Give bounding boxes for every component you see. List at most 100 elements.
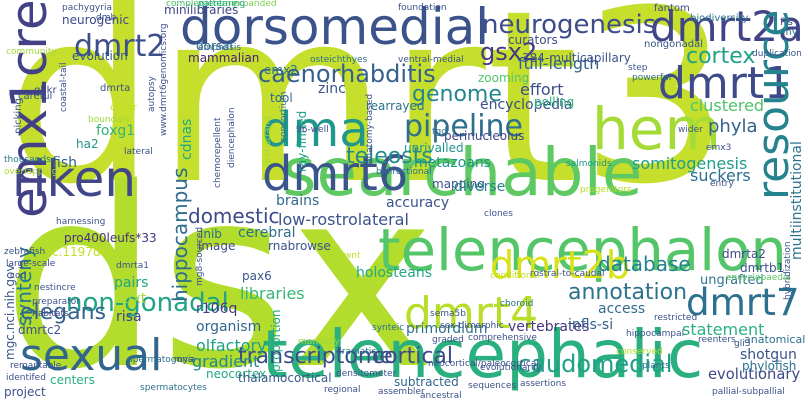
cloud-word: nongonadal [644, 39, 703, 50]
cloud-word: phyla [708, 116, 758, 137]
cloud-word: risa [116, 309, 142, 325]
cloud-word: r106q [196, 301, 238, 317]
cloud-word: cortex [686, 44, 756, 69]
cloud-word: cycler [110, 103, 137, 113]
cloud-word: dmrt3 [5, 0, 731, 237]
cloud-word: c.1197del [52, 245, 112, 259]
cloud-word: fish [52, 155, 77, 171]
cloud-word: large-scale [6, 259, 56, 269]
cloud-word: full-length [518, 54, 600, 73]
cloud-word: choroid [500, 299, 534, 309]
cloud-word: project [4, 385, 46, 399]
cloud-word: preparator [32, 297, 80, 307]
cloud-word: ray-finned [295, 110, 309, 172]
cloud-word: hippocampus [168, 167, 192, 302]
cloud-word: database [598, 252, 691, 276]
cloud-word: overlapping [4, 167, 58, 177]
cloud-word: dma [262, 102, 369, 158]
cloud-word: zooming [478, 71, 530, 85]
cloud-word: first-strand [263, 116, 273, 166]
cloud-word: somitogenesis [632, 154, 748, 173]
cloud-word: ungrafted [700, 273, 764, 288]
cloud-word: ha2 [76, 137, 99, 151]
cloud-word: synteic [372, 323, 405, 333]
cloud-word: emphasis [198, 43, 242, 53]
cloud-word: pipeline [404, 109, 524, 144]
cloud-word: transcriptome [238, 344, 393, 369]
cloud-word: lateral [124, 147, 153, 157]
cloud-word: hybridization [783, 241, 793, 300]
cloud-word: primordium [406, 321, 488, 337]
cloud-word: densitometer [336, 369, 397, 379]
cloud-word: curators [508, 33, 558, 47]
cloud-word: encyclopedia [480, 97, 573, 113]
cloud-word: consortium [279, 91, 289, 142]
cloud-word: brains [276, 193, 320, 209]
cloud-word: image [198, 239, 236, 253]
cloud-word: gli3 [734, 339, 751, 349]
cloud-word: gsx2 [480, 38, 538, 66]
cloud-word: genome [412, 82, 502, 107]
cloud-word: emx2 [264, 63, 298, 77]
cloud-word: ventral-medial [398, 55, 464, 65]
cloud-word: dmrt7 [686, 280, 800, 324]
cloud-word: ancestral [420, 391, 462, 401]
cloud-word: tool [270, 91, 293, 105]
cloud-word: riken [12, 150, 137, 208]
cloud-word: neocortical/paleocortical [428, 359, 539, 369]
cloud-word: domestic [188, 204, 280, 228]
cloud-word: dmrt2 [74, 29, 166, 64]
cloud-word: vertebrates [508, 319, 590, 335]
cloud-word: frs [780, 17, 793, 28]
cloud-word: conditional [490, 271, 540, 281]
cloud-word: low-rostrolateral [278, 210, 409, 229]
cloud-word: neurogenesis [482, 10, 657, 40]
cloud-word: mapping [432, 177, 485, 191]
cloud-word: osteichthyes [310, 55, 368, 65]
cloud-word: dmrt6 [262, 146, 409, 202]
cloud-word: dmrt2b [490, 243, 630, 287]
cloud-word: remarkable [10, 361, 62, 371]
cloud-word: neocortex [206, 367, 267, 381]
cloud-word: ghkr [34, 85, 57, 96]
cloud-word: cod [10, 271, 27, 281]
cloud-word: conserved [616, 347, 663, 357]
cloud-word: suckers [690, 166, 751, 185]
cloud-word: non-gonadal [66, 288, 229, 318]
cloud-word: shotgun [740, 347, 797, 363]
cloud-word: pachygyria [62, 3, 112, 13]
cloud-word: infls-si [568, 317, 614, 333]
cloud-word: chemorepellent [213, 117, 223, 188]
cloud-word: diverse [454, 179, 506, 195]
cloud-word: statement [682, 320, 765, 339]
cloud-word: dmrta1 [116, 261, 149, 271]
cloud-word: dmrtb1 [740, 261, 785, 275]
cloud-word: telencephalon [378, 217, 787, 284]
cloud-word: annotation [568, 280, 688, 305]
cloud-word: rostral-to-caudal [530, 269, 605, 279]
cloud-word: mammalian [188, 51, 260, 65]
cloud-word: evolution [72, 49, 128, 63]
cloud-word: foundation [398, 3, 447, 13]
cloud-word: bidirectional [376, 167, 432, 177]
cloud-word: accuracy [386, 195, 450, 211]
cloud-word: wider [678, 125, 703, 135]
cloud-word: inib [200, 227, 222, 241]
cloud-word: polling [534, 95, 575, 109]
cloud-word: pallial-subpallial [712, 387, 785, 397]
cloud-word: entry [710, 179, 734, 189]
cloud-word: powerful [632, 73, 672, 83]
cloud-word: salmonids [566, 159, 612, 169]
cloud-word: progenitors [580, 185, 632, 195]
cloud-word: identifed [6, 373, 46, 383]
cloud-word: sex-dimorphic [440, 321, 504, 331]
cloud-word: dmrta2 [722, 247, 766, 261]
cloud-word: metazoans [414, 155, 491, 171]
cloud-word: organism [196, 319, 262, 335]
cloud-word: my [782, 27, 798, 38]
cloud-word: clones [484, 209, 513, 219]
cloud-word: zebrafish [4, 247, 46, 257]
cloud-word: hem [592, 95, 721, 163]
cloud-word: thousands [4, 155, 51, 165]
